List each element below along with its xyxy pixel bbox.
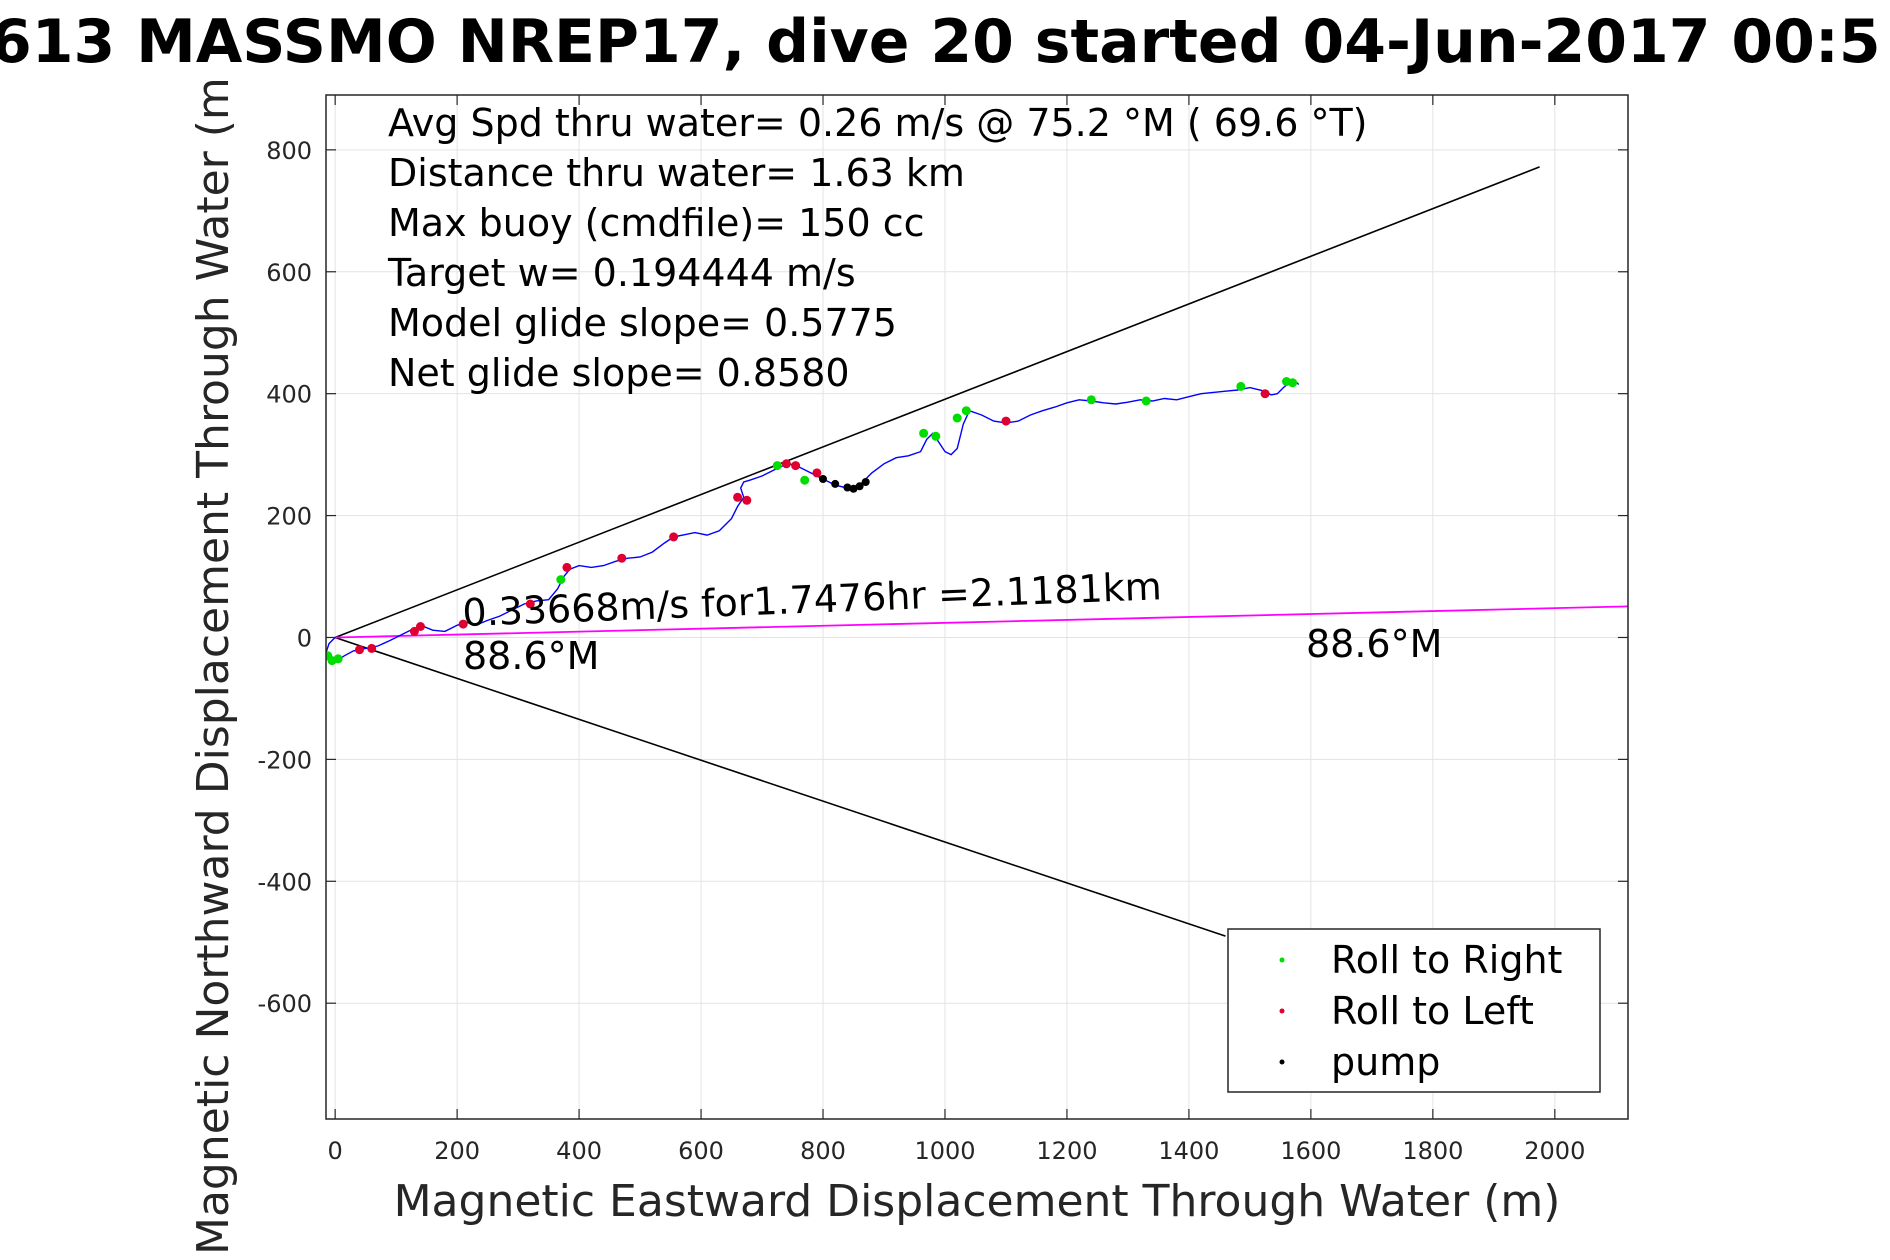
roll-right-point xyxy=(1236,381,1246,391)
axis-ticks: 0 200 400 600 800 1000 1200 1400 1600 1800 2000800… xyxy=(258,95,1628,1165)
roll-right-point xyxy=(333,654,343,664)
roll-right-point xyxy=(800,475,810,485)
info-line: Target w= 0.194444 m/s xyxy=(387,251,856,295)
x-tick-label: 2000 xyxy=(1524,1137,1585,1165)
roll-left-point xyxy=(1260,389,1270,399)
roll-left-point xyxy=(416,622,425,631)
plot-frame xyxy=(325,94,1629,1120)
x-tick-label: 200 xyxy=(434,1137,480,1165)
x-tick-label: 1600 xyxy=(1280,1137,1341,1165)
x-tick-label: 800 xyxy=(800,1137,846,1165)
roll-right-point xyxy=(919,428,929,438)
info-line: Distance thru water= 1.63 km xyxy=(388,151,965,195)
roll-right-point xyxy=(1288,378,1298,388)
legend-label-roll-left: Roll to Left xyxy=(1331,989,1534,1033)
roll-right-point xyxy=(772,461,782,471)
y-tick-label: 600 xyxy=(266,259,312,287)
info-text-block: Avg Spd thru water= 0.26 m/s @ 75.2 °M (… xyxy=(387,101,1368,395)
x-tick-label: 1000 xyxy=(914,1137,975,1165)
pump-point xyxy=(849,484,858,493)
legend-box xyxy=(1227,928,1601,1093)
x-tick-label: 0 xyxy=(328,1137,343,1165)
roll-left-point xyxy=(562,562,572,572)
y-tick-label: 400 xyxy=(266,381,312,409)
info-line: Model glide slope= 0.5775 xyxy=(388,301,897,345)
roll-left-point xyxy=(458,619,468,629)
y-tick-label: 800 xyxy=(266,137,312,165)
y-tick-label: 200 xyxy=(266,503,312,531)
legend-marker-roll-right xyxy=(1279,957,1285,963)
pump-point xyxy=(855,482,864,491)
heading-label-near: 88.6°M xyxy=(463,634,599,678)
roll-left-point xyxy=(733,492,743,502)
x-tick-label: 1200 xyxy=(1036,1137,1097,1165)
roll-left-point xyxy=(1001,416,1011,426)
roll-right-point xyxy=(952,413,962,423)
chart-title: 613 MASSMO NREP17, dive 20 started 04-Ju… xyxy=(0,7,1881,77)
roll-right-point xyxy=(1141,396,1151,406)
y-tick-label: -200 xyxy=(258,746,312,774)
y-tick-label: 0 xyxy=(297,624,312,652)
roll-left-point xyxy=(781,459,791,469)
series-layer xyxy=(326,166,1628,937)
roll-right-point xyxy=(961,406,971,416)
lower-envelope-line xyxy=(334,636,1226,937)
roll-left-point xyxy=(617,553,627,563)
info-line: Avg Spd thru water= 0.26 m/s @ 75.2 °M (… xyxy=(388,101,1368,145)
roll-left-point xyxy=(525,599,535,609)
roll-right-point xyxy=(1086,395,1096,405)
x-tick-label: 1400 xyxy=(1158,1137,1219,1165)
y-tick-label: -600 xyxy=(258,990,312,1018)
roll-left-point xyxy=(791,461,801,471)
legend: Roll to Right Roll to Left pump xyxy=(1227,928,1601,1093)
y-axis-label: Magnetic Northward Displacement Through … xyxy=(188,77,239,1255)
roll-left-point xyxy=(409,626,419,636)
roll-left-point xyxy=(367,643,377,653)
legend-marker-pump xyxy=(1279,1059,1285,1065)
x-tick-label: 600 xyxy=(678,1137,724,1165)
y-tick-label: -400 xyxy=(258,868,312,896)
pump-point xyxy=(819,475,827,483)
roll-left-point xyxy=(355,645,364,655)
info-line: Net glide slope= 0.8580 xyxy=(388,351,850,395)
roll-right-point xyxy=(556,575,566,585)
roll-left-point xyxy=(742,495,752,505)
roll-right-point xyxy=(931,431,941,441)
legend-label-pump: pump xyxy=(1331,1040,1440,1084)
info-line: Max buoy (cmdfile)= 150 cc xyxy=(388,201,925,245)
heading-label-far: 88.6°M xyxy=(1306,622,1442,666)
current-vector-line xyxy=(335,605,1628,639)
pump-point xyxy=(843,483,852,492)
x-axis-label: Magnetic Eastward Displacement Through W… xyxy=(394,1176,1561,1227)
roll-left-point xyxy=(669,532,679,542)
pump-point xyxy=(831,479,840,488)
legend-label-roll-right: Roll to Right xyxy=(1331,938,1562,982)
roll-left-point xyxy=(812,468,822,478)
legend-marker-roll-left xyxy=(1279,1008,1285,1014)
upper-envelope-line xyxy=(334,166,1540,639)
pump-point xyxy=(861,478,870,486)
x-tick-label: 400 xyxy=(556,1137,602,1165)
x-tick-label: 1800 xyxy=(1402,1137,1463,1165)
